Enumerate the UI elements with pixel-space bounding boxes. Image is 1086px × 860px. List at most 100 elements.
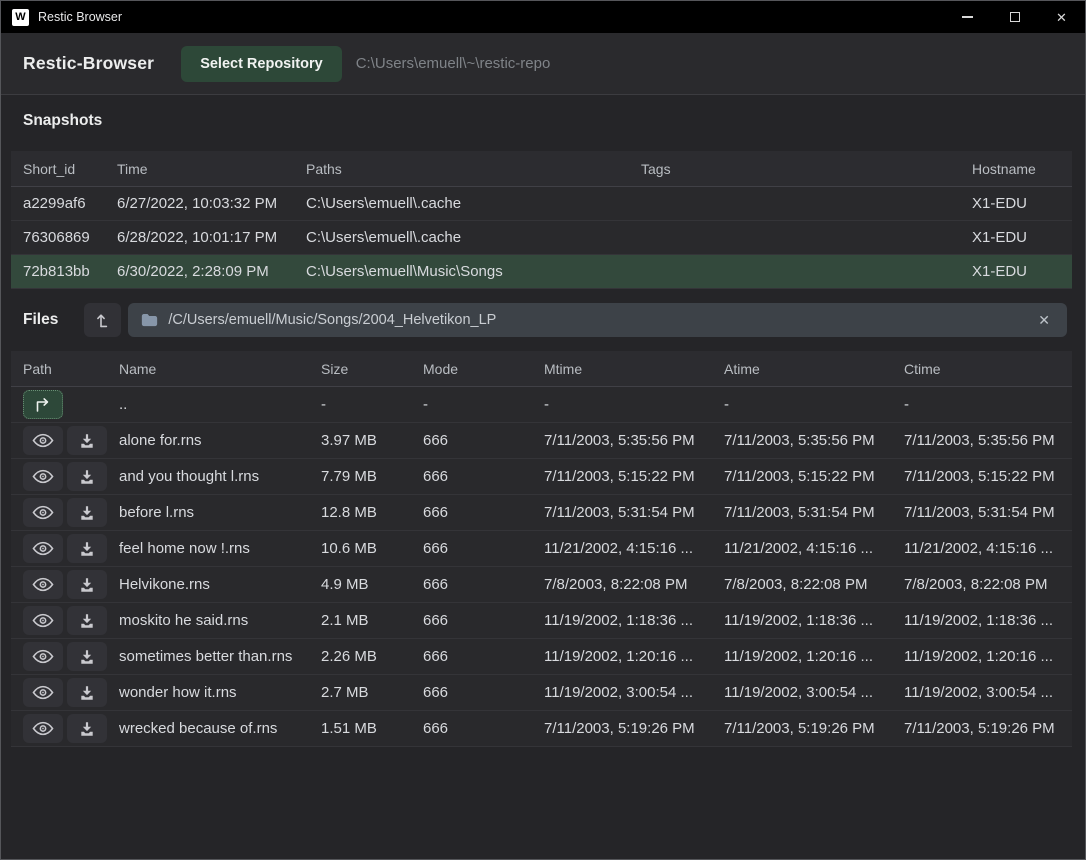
close-button[interactable]: ✕ xyxy=(1038,1,1085,33)
file-cell-ctime: 11/21/2002, 4:15:16 ... xyxy=(892,540,1072,557)
go-parent-directory-button[interactable] xyxy=(23,390,63,419)
file-cell-mode: 666 xyxy=(411,648,532,665)
file-cell-size: 4.9 MB xyxy=(309,576,411,593)
files-column-header-mtime: Mtime xyxy=(532,361,712,377)
file-row: moskito he said.rns2.1 MB66611/19/2002, … xyxy=(11,603,1072,639)
file-cell-mtime: 11/19/2002, 3:00:54 ... xyxy=(532,684,712,701)
snapshot-cell-paths: C:\Users\emuell\.cache xyxy=(294,229,629,246)
files-table: PathNameSizeModeMtimeAtimeCtime ..-----a… xyxy=(11,351,1072,747)
download-icon xyxy=(79,577,95,593)
download-file-button[interactable] xyxy=(67,606,107,635)
file-row: wonder how it.rns2.7 MB66611/19/2002, 3:… xyxy=(11,675,1072,711)
file-cell-size: 12.8 MB xyxy=(309,504,411,521)
up-level-button[interactable] xyxy=(84,303,121,337)
file-cell-name: moskito he said.rns xyxy=(107,612,309,629)
view-file-button[interactable] xyxy=(23,606,63,635)
wails-app-icon: W xyxy=(12,9,29,26)
file-row-actions xyxy=(11,462,107,491)
file-row-actions xyxy=(11,534,107,563)
snapshots-table-body: a2299af66/27/2022, 10:03:32 PMC:\Users\e… xyxy=(11,187,1072,289)
snapshot-row[interactable]: a2299af66/27/2022, 10:03:32 PMC:\Users\e… xyxy=(11,187,1072,221)
files-column-header-mode: Mode xyxy=(411,361,532,377)
download-icon xyxy=(79,505,95,521)
parent-cell-mtime: - xyxy=(532,396,712,413)
file-row-actions xyxy=(11,606,107,635)
download-icon xyxy=(79,649,95,665)
file-cell-size: 7.79 MB xyxy=(309,468,411,485)
up-right-arrow-icon xyxy=(34,398,52,412)
files-table-body: ..-----alone for.rns3.97 MB6667/11/2003,… xyxy=(11,387,1072,747)
eye-icon xyxy=(32,649,54,664)
file-row: wrecked because of.rns1.51 MB6667/11/200… xyxy=(11,711,1072,747)
parent-cell-ctime: - xyxy=(892,396,1072,413)
snapshot-cell-time: 6/27/2022, 10:03:32 PM xyxy=(105,195,294,212)
view-file-button[interactable] xyxy=(23,426,63,455)
window-controls: ✕ xyxy=(944,1,1085,33)
parent-cell-mode: - xyxy=(411,396,532,413)
window-title: Restic Browser xyxy=(38,10,122,24)
file-cell-name: before l.rns xyxy=(107,504,309,521)
file-cell-atime: 11/21/2002, 4:15:16 ... xyxy=(712,540,892,557)
view-file-button[interactable] xyxy=(23,570,63,599)
repository-path-text: C:\Users\emuell\~\restic-repo xyxy=(356,55,551,72)
download-file-button[interactable] xyxy=(67,498,107,527)
file-cell-name: sometimes better than.rns xyxy=(107,648,309,665)
snapshot-cell-paths: C:\Users\emuell\Music\Songs xyxy=(294,263,629,280)
download-file-button[interactable] xyxy=(67,714,107,743)
file-cell-mtime: 7/11/2003, 5:15:22 PM xyxy=(532,468,712,485)
file-cell-name: alone for.rns xyxy=(107,432,309,449)
snapshot-row[interactable]: 72b813bb6/30/2022, 2:28:09 PMC:\Users\em… xyxy=(11,255,1072,289)
snapshot-cell-hostname: X1-EDU xyxy=(960,263,1072,280)
select-repository-button[interactable]: Select Repository xyxy=(181,46,342,82)
close-icon: ✕ xyxy=(1056,11,1067,24)
current-path-bar[interactable]: /C/Users/emuell/Music/Songs/2004_Helveti… xyxy=(128,303,1067,337)
download-file-button[interactable] xyxy=(67,534,107,563)
file-cell-name: feel home now !.rns xyxy=(107,540,309,557)
files-column-header-path: Path xyxy=(11,361,107,377)
files-column-header-size: Size xyxy=(309,361,411,377)
eye-icon xyxy=(32,469,54,484)
minimize-button[interactable] xyxy=(944,1,991,33)
view-file-button[interactable] xyxy=(23,642,63,671)
download-file-button[interactable] xyxy=(67,678,107,707)
file-row: sometimes better than.rns2.26 MB66611/19… xyxy=(11,639,1072,675)
eye-icon xyxy=(32,577,54,592)
file-cell-ctime: 7/11/2003, 5:35:56 PM xyxy=(892,432,1072,449)
snapshot-row[interactable]: 763068696/28/2022, 10:01:17 PMC:\Users\e… xyxy=(11,221,1072,255)
download-file-button[interactable] xyxy=(67,570,107,599)
files-column-header-atime: Atime xyxy=(712,361,892,377)
clear-path-button[interactable]: ✕ xyxy=(1034,311,1054,329)
download-icon xyxy=(79,685,95,701)
file-cell-mode: 666 xyxy=(411,468,532,485)
file-row: feel home now !.rns10.6 MB66611/21/2002,… xyxy=(11,531,1072,567)
file-cell-mtime: 11/19/2002, 1:20:16 ... xyxy=(532,648,712,665)
view-file-button[interactable] xyxy=(23,534,63,563)
view-file-button[interactable] xyxy=(23,714,63,743)
snapshots-table-header: Short_idTimePathsTagsHostname xyxy=(11,151,1072,187)
snapshot-cell-short_id: 72b813bb xyxy=(11,263,105,280)
maximize-icon xyxy=(1010,12,1020,22)
file-cell-atime: 11/19/2002, 1:20:16 ... xyxy=(712,648,892,665)
view-file-button[interactable] xyxy=(23,462,63,491)
file-row-actions xyxy=(11,642,107,671)
file-row-actions xyxy=(11,570,107,599)
file-cell-ctime: 7/11/2003, 5:15:22 PM xyxy=(892,468,1072,485)
eye-icon xyxy=(32,613,54,628)
file-row-actions xyxy=(11,426,107,455)
file-cell-size: 2.1 MB xyxy=(309,612,411,629)
download-file-button[interactable] xyxy=(67,462,107,491)
maximize-button[interactable] xyxy=(991,1,1038,33)
view-file-button[interactable] xyxy=(23,498,63,527)
titlebar[interactable]: W Restic Browser ✕ xyxy=(1,1,1085,33)
file-cell-atime: 7/11/2003, 5:35:56 PM xyxy=(712,432,892,449)
download-file-button[interactable] xyxy=(67,426,107,455)
download-file-button[interactable] xyxy=(67,642,107,671)
parent-cell-atime: - xyxy=(712,396,892,413)
folder-icon xyxy=(141,313,158,327)
file-cell-size: 2.26 MB xyxy=(309,648,411,665)
file-cell-name: wonder how it.rns xyxy=(107,684,309,701)
eye-icon xyxy=(32,721,54,736)
file-cell-ctime: 11/19/2002, 3:00:54 ... xyxy=(892,684,1072,701)
snapshots-column-header-tags: Tags xyxy=(629,161,960,177)
view-file-button[interactable] xyxy=(23,678,63,707)
